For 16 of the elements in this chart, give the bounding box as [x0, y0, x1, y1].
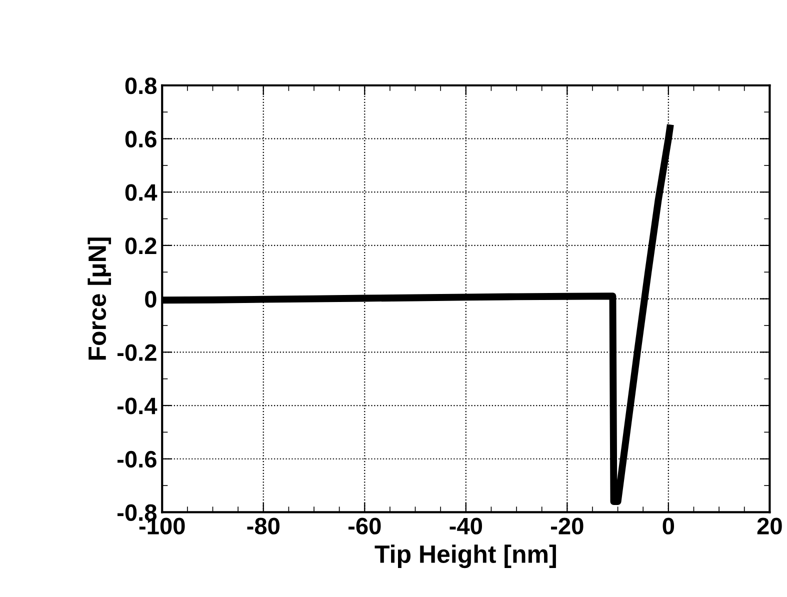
x-tick-label: -20 [551, 518, 584, 534]
y-tick-label: -0.6 [118, 450, 156, 468]
y-tick-label: 0.6 [125, 130, 156, 148]
y-tick-label: -0.4 [118, 398, 158, 414]
y-tick-label: 0.8 [125, 77, 157, 94]
y-tick-label: -0.2 [118, 344, 156, 361]
y-tick-label: 0 [145, 290, 156, 308]
x-tick-label: 0 [662, 518, 674, 534]
x-axis-title: Tip Height [nm] [374, 544, 556, 568]
x-tick-label: -80 [247, 518, 280, 534]
y-tick-label: 0.4 [125, 184, 158, 201]
y-tick-label: 0.2 [125, 238, 156, 254]
x-tick-label: 20 [757, 518, 782, 534]
x-tick-label: -60 [348, 518, 381, 534]
y-axis-title: Force [μN] [88, 238, 112, 360]
x-tick-label: -40 [450, 518, 482, 534]
